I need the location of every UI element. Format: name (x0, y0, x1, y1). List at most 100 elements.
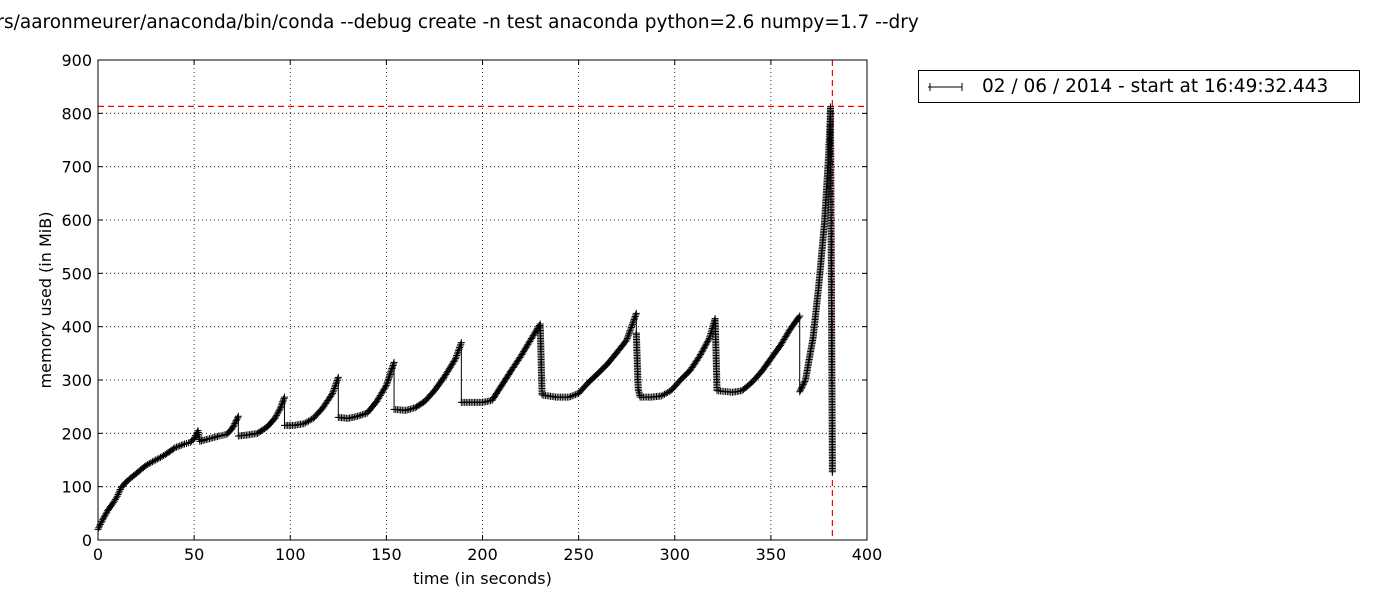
data-point-marker (373, 397, 381, 405)
data-point-marker (446, 363, 454, 371)
data-point-marker (702, 340, 710, 348)
data-point-marker (533, 326, 541, 334)
data-point-marker (376, 392, 384, 400)
x-tick-label: 350 (756, 545, 787, 564)
data-point-marker (98, 517, 106, 525)
data-point-marker (456, 342, 464, 350)
data-point-marker (179, 441, 187, 449)
data-point-marker (662, 389, 670, 397)
data-point-marker (275, 407, 283, 415)
data-point-marker (441, 372, 449, 380)
data-point-marker (274, 408, 282, 416)
data-point-marker (796, 386, 804, 394)
data-point-marker (520, 348, 528, 356)
data-point-marker (96, 522, 104, 530)
data-point-marker (530, 330, 538, 338)
data-point-marker (660, 390, 668, 398)
data-point-marker (518, 351, 526, 359)
data-point-marker (630, 316, 638, 324)
y-tick-label: 900 (61, 51, 92, 70)
data-point-marker (700, 345, 708, 353)
x-tick-label: 400 (852, 545, 883, 564)
data-point-marker (97, 519, 105, 527)
data-point-marker (390, 358, 398, 366)
data-point-marker (523, 342, 531, 350)
data-point-marker (629, 317, 637, 325)
data-point-marker (330, 386, 338, 394)
data-point-marker (277, 402, 285, 410)
data-point-marker (116, 487, 124, 495)
data-point-marker (383, 378, 391, 386)
data-point-marker (173, 443, 181, 451)
data-point-marker (445, 365, 453, 373)
data-point-marker (388, 365, 396, 373)
grid (97, 59, 868, 541)
data-point-marker (330, 385, 338, 393)
data-point-marker (334, 375, 342, 383)
data-point-marker (519, 349, 527, 357)
data-point-marker (623, 336, 631, 344)
data-point-marker (273, 410, 281, 418)
data-point-marker (277, 404, 285, 412)
data-point-marker (626, 328, 634, 336)
data-point-marker (271, 414, 279, 422)
series (94, 103, 836, 533)
data-point-marker (454, 347, 462, 355)
data-point-marker (524, 340, 532, 348)
data-point-marker (799, 382, 807, 390)
y-tick-label: 200 (61, 424, 92, 443)
series-line (97, 106, 833, 530)
data-point-marker (329, 389, 337, 397)
y-tick-label: 700 (61, 158, 92, 177)
data-point-marker (231, 418, 239, 426)
data-point-marker (531, 329, 539, 337)
y-tick-label: 0 (82, 531, 92, 550)
data-point-marker (796, 388, 804, 396)
data-point-marker (696, 352, 704, 360)
data-point-marker (333, 378, 341, 386)
x-tick-label: 50 (184, 545, 204, 564)
data-point-marker (331, 383, 339, 391)
x-tick-label: 300 (659, 545, 690, 564)
data-point-marker (147, 459, 155, 467)
data-point-marker (357, 411, 365, 419)
data-point-marker (145, 460, 153, 468)
y-tick-label: 500 (61, 264, 92, 283)
data-point-marker (624, 331, 632, 339)
data-point-marker (451, 356, 459, 364)
data-point-marker (382, 383, 390, 391)
data-point-marker (447, 362, 455, 370)
data-point-marker (355, 412, 363, 420)
data-point-marker (115, 489, 123, 497)
data-point-marker (229, 424, 237, 432)
data-point-marker (142, 461, 150, 469)
data-point-marker (449, 359, 457, 367)
data-point-marker (158, 452, 166, 460)
data-point-marker (532, 327, 540, 335)
data-point-marker (781, 334, 789, 342)
data-point-marker (386, 371, 394, 379)
data-point-marker (234, 412, 242, 420)
data-point-marker (191, 433, 199, 441)
data-point-marker (800, 379, 808, 387)
data-point-marker (776, 341, 784, 349)
data-point-marker (628, 320, 636, 328)
data-point-marker (280, 395, 288, 403)
data-point-marker (380, 386, 388, 394)
data-point-marker (113, 492, 121, 500)
legend-label: 02 / 06 / 2014 - start at 16:49:32.443 (982, 76, 1329, 97)
data-point-marker (375, 393, 383, 401)
y-axis-label: memory used (in MiB) (36, 212, 55, 389)
data-point-marker (782, 333, 790, 341)
data-point-marker (452, 353, 460, 361)
data-point-marker (171, 444, 179, 452)
data-point-marker (828, 468, 836, 476)
data-point-marker (570, 391, 578, 399)
data-point-marker (379, 387, 387, 395)
data-point-marker (784, 328, 792, 336)
data-point-marker (153, 455, 161, 463)
y-tick-label: 600 (61, 211, 92, 230)
data-point-marker (798, 383, 806, 391)
data-point-marker (699, 346, 707, 354)
